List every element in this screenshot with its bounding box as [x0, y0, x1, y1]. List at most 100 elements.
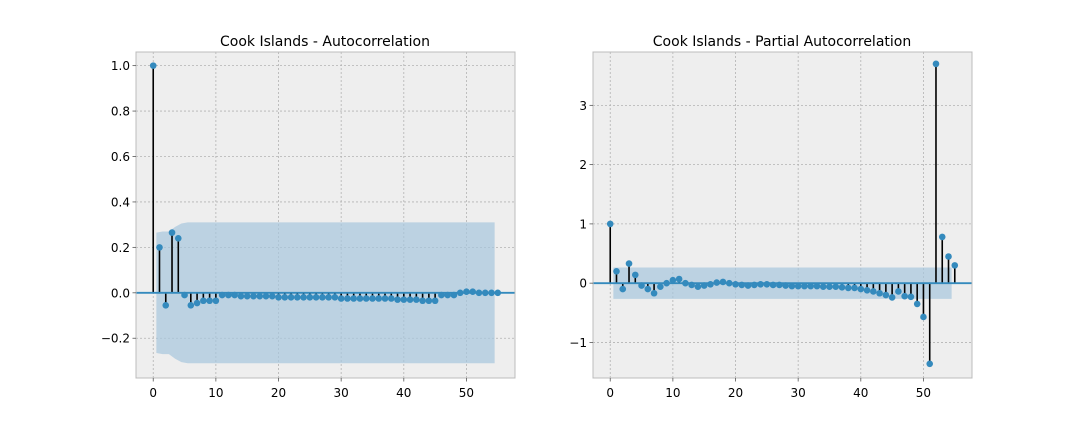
- acf-point: [181, 291, 188, 299]
- acf-point: [312, 294, 320, 301]
- pacf-axes-frame: [592, 51, 973, 379]
- pacf-point: [876, 289, 883, 297]
- acf-point: [431, 297, 439, 305]
- pacf-plot-area: [593, 52, 972, 378]
- pacf-point: [738, 281, 746, 289]
- acf-point: [218, 291, 226, 299]
- acf-point: [400, 296, 408, 303]
- pacf-point: [700, 282, 708, 289]
- acf-point: [337, 295, 345, 302]
- acf-point: [475, 289, 483, 297]
- pacf-point: [757, 281, 764, 288]
- pacf-point: [813, 282, 821, 290]
- pacf-point: [782, 282, 789, 289]
- acf-point: [438, 291, 445, 299]
- acf-point: [268, 292, 276, 300]
- acf-point: [281, 294, 289, 301]
- pacf-y-tick-label: 1: [579, 217, 587, 231]
- acf-y-tick-label: −0.2: [101, 332, 130, 346]
- pacf-point: [907, 293, 915, 301]
- acf-point: [387, 295, 395, 302]
- pacf-point: [606, 220, 614, 228]
- pacf-point: [819, 283, 827, 291]
- pacf-point: [945, 253, 952, 260]
- acf-point: [300, 294, 307, 301]
- acf-point: [362, 295, 370, 302]
- pacf-point: [870, 288, 877, 295]
- acf-point: [256, 292, 264, 300]
- acf-point: [193, 299, 201, 307]
- pacf-point: [857, 285, 865, 293]
- pacf-x-tick-label: 20: [728, 386, 743, 400]
- acf-point: [344, 295, 351, 302]
- acf-point: [275, 294, 282, 301]
- acf-x-tick-label: 50: [459, 386, 474, 400]
- acf-point: [350, 295, 357, 302]
- acf-x-tick-label: 20: [271, 386, 286, 400]
- pacf-point: [776, 281, 783, 289]
- acf-x-tick-label: 10: [208, 386, 223, 400]
- pacf-point: [938, 233, 946, 241]
- acf-point: [294, 294, 301, 301]
- acf-point: [243, 292, 251, 300]
- pacf-point: [888, 294, 896, 301]
- acf-point: [174, 234, 182, 242]
- pacf-point: [832, 283, 840, 291]
- acf-point: [494, 289, 502, 297]
- acf-point: [381, 295, 389, 302]
- acf-point: [306, 294, 314, 301]
- pacf-point: [663, 279, 670, 287]
- acf-point: [356, 295, 364, 302]
- acf-point: [413, 296, 420, 303]
- pacf-point: [650, 289, 658, 297]
- acf-axes-frame: [135, 51, 516, 379]
- pacf-point: [657, 283, 664, 291]
- acf-x-tick-label: 30: [334, 386, 349, 400]
- acf-point: [331, 294, 339, 301]
- pacf-point: [926, 360, 934, 368]
- pacf-point: [707, 281, 714, 288]
- acf-point: [319, 294, 326, 301]
- acf-point: [231, 291, 238, 299]
- pacf-point: [694, 283, 702, 291]
- acf-point: [406, 296, 414, 303]
- acf-point: [149, 62, 157, 69]
- pacf-point: [763, 281, 771, 288]
- pacf-point: [932, 60, 940, 68]
- acf-point: [168, 229, 176, 236]
- acf-point: [456, 289, 464, 297]
- pacf-point: [619, 285, 627, 293]
- acf-point: [481, 289, 489, 297]
- acf-point: [450, 291, 458, 299]
- pacf-point: [920, 313, 927, 321]
- acf-point: [212, 297, 220, 305]
- acf-point: [237, 292, 245, 300]
- pacf-point: [751, 281, 758, 289]
- pacf-point: [951, 262, 959, 269]
- pacf-point: [669, 276, 677, 284]
- pacf-point: [631, 271, 639, 279]
- pacf-point: [801, 282, 808, 290]
- acf-point: [425, 297, 433, 305]
- pacf-y-tick-label: −1: [569, 336, 587, 350]
- pacf-point: [863, 286, 871, 294]
- acf-x-tick-label: 40: [396, 386, 411, 400]
- acf-point: [225, 291, 232, 299]
- pacf-point: [638, 282, 645, 289]
- acf-point: [287, 294, 295, 301]
- pacf-point: [895, 288, 902, 295]
- pacf-point: [794, 282, 802, 290]
- pacf-point: [807, 282, 814, 290]
- acf-point: [369, 295, 376, 302]
- pacf-x-tick-label: 40: [853, 386, 868, 400]
- acf-point: [162, 302, 170, 309]
- acf-point: [187, 302, 195, 309]
- acf-point: [419, 297, 426, 305]
- pacf-point: [719, 278, 727, 286]
- acf-point: [444, 291, 451, 299]
- acf-point: [156, 244, 163, 251]
- acf-point: [469, 288, 477, 295]
- pacf-point: [744, 282, 752, 289]
- acf-y-tick-label: 0.6: [111, 150, 130, 164]
- pacf-x-tick-label: 30: [791, 386, 806, 400]
